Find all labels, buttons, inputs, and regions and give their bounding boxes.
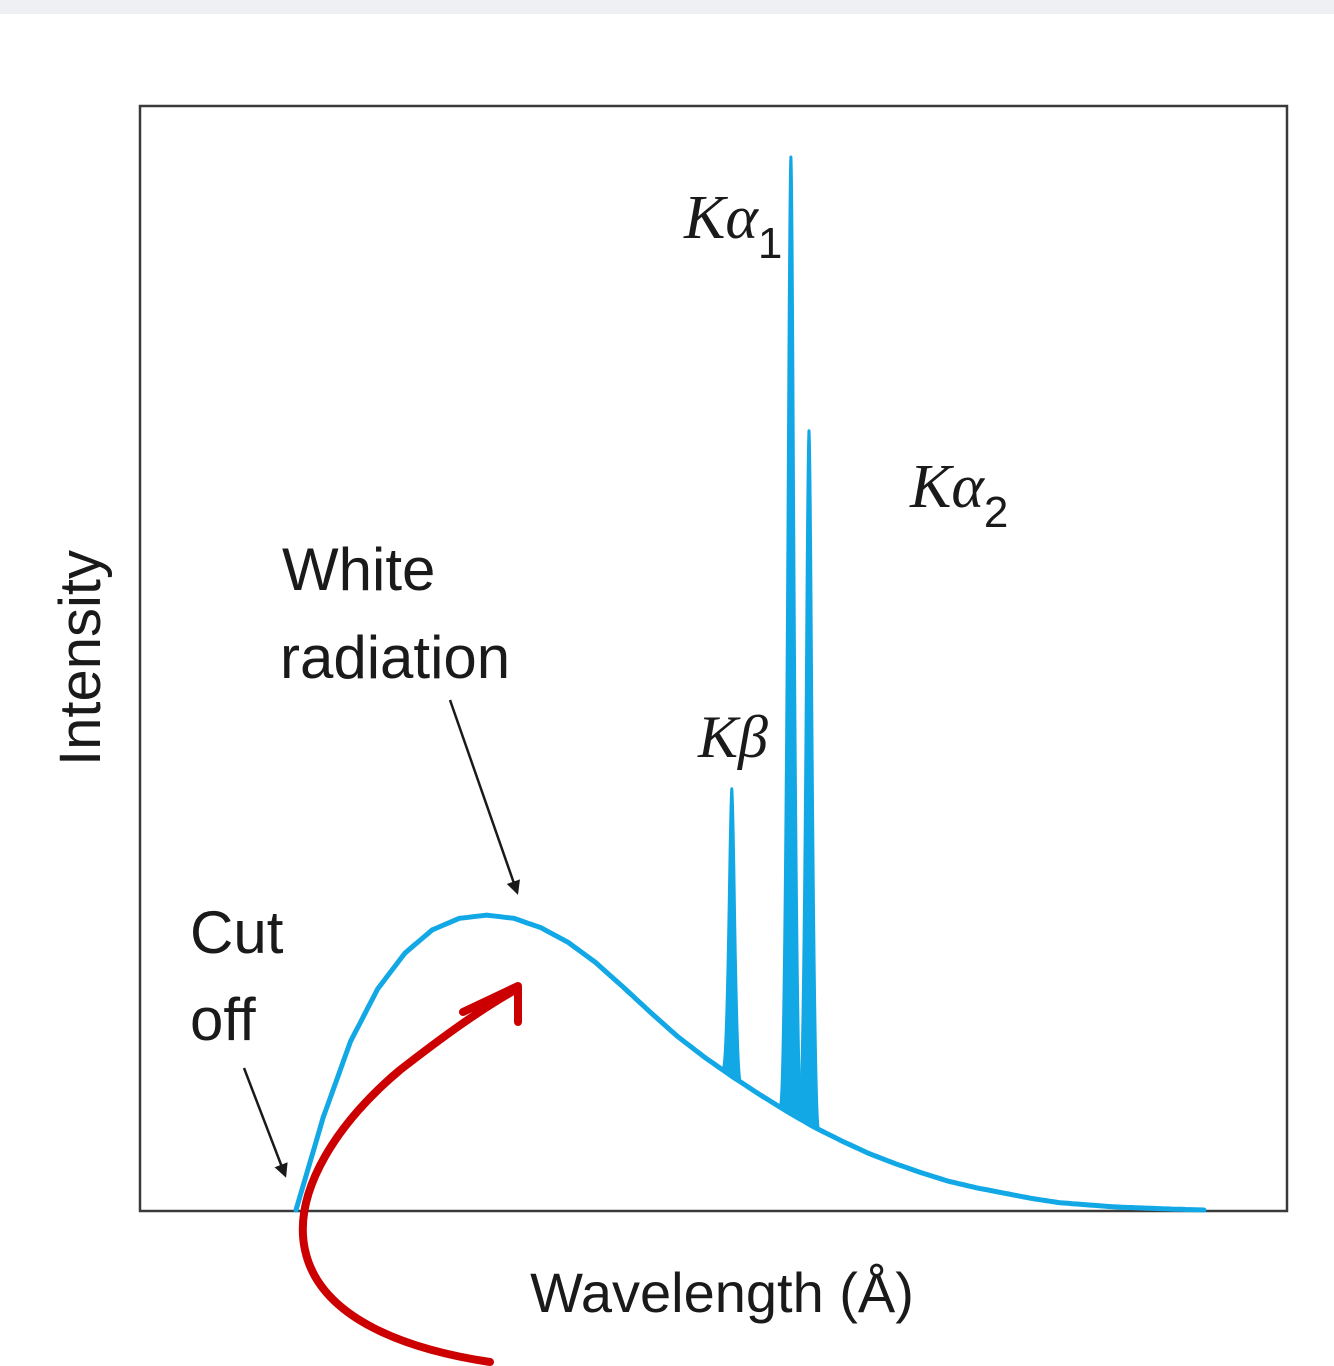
- red-annotation-arrowhead: [459, 982, 522, 1026]
- top-strip: [0, 0, 1334, 14]
- kbeta-peak: [720, 787, 744, 1085]
- white-radiation-arrow: [448, 699, 520, 895]
- kalpha2-label: Kα2: [909, 453, 1008, 537]
- white-label-line1: White: [282, 536, 435, 603]
- white-label-line2: radiation: [280, 624, 510, 691]
- kalpha1-peak: [777, 155, 805, 1122]
- red-annotation-arrow: [298, 986, 519, 1366]
- kalpha1-label: Kα1: [683, 184, 782, 268]
- cutoff-label-line1: Cut: [190, 899, 284, 966]
- cutoff-label-line2: off: [190, 986, 256, 1053]
- x-axis-label: Wavelength (Å): [530, 1261, 914, 1324]
- plot-frame: [138, 104, 1289, 1213]
- kalpha2-peak: [796, 429, 822, 1132]
- characteristic-peaks: [720, 155, 822, 1132]
- kbeta-label: Kβ: [697, 704, 768, 770]
- y-axis-label: Intensity: [48, 550, 113, 766]
- cutoff-arrow: [242, 1067, 288, 1178]
- white-radiation-curve: [293, 912, 1207, 1213]
